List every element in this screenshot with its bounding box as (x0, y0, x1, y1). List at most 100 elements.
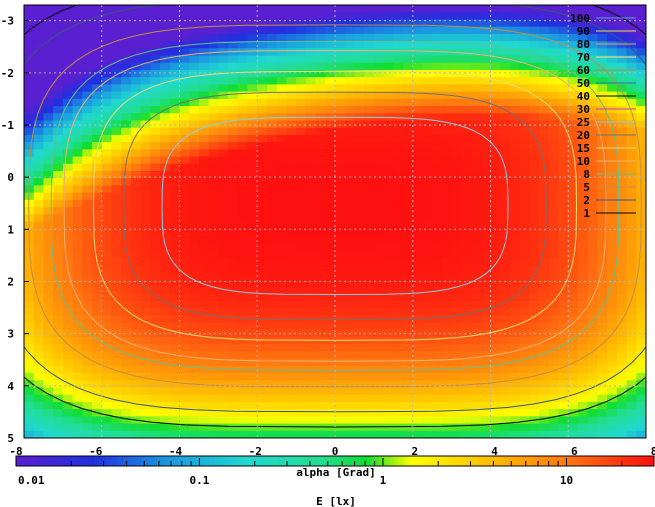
heat-cell (53, 84, 64, 93)
heat-cell (24, 293, 35, 302)
heat-cell (62, 48, 74, 57)
heat-cell (568, 48, 579, 57)
heat-cell (218, 33, 229, 42)
heat-cell (373, 12, 385, 21)
heat-cell (539, 84, 550, 93)
heat-cell (53, 156, 64, 165)
heat-cell (364, 336, 375, 345)
heat-cell (471, 48, 482, 57)
heat-cell (189, 250, 200, 259)
heat-cell (364, 228, 375, 237)
heat-cell (198, 243, 210, 251)
heat-cell (519, 77, 530, 85)
heat-cell (412, 84, 424, 93)
heat-cell (422, 91, 433, 100)
heat-cell (160, 156, 171, 165)
heat-cell (286, 214, 297, 223)
heat-cell (208, 272, 219, 280)
heat-cell (626, 199, 637, 208)
heat-cell (607, 416, 618, 425)
heat-cell (471, 279, 482, 288)
heat-cell (101, 192, 113, 201)
heat-cell (568, 308, 579, 316)
heat-cell (276, 214, 288, 223)
heat-cell (626, 55, 637, 64)
heat-cell (305, 380, 317, 389)
heat-cell (529, 41, 540, 49)
heat-cell (587, 149, 599, 158)
heat-cell (383, 120, 394, 129)
heat-cell (500, 358, 511, 367)
heat-cell (140, 221, 151, 230)
heat-cell (626, 264, 637, 273)
heat-cell (344, 19, 356, 28)
heat-cell (626, 170, 637, 179)
heat-cell (121, 250, 132, 259)
heat-cell (509, 365, 521, 374)
heat-cell (432, 394, 443, 403)
heat-cell (111, 300, 122, 309)
heat-cell (354, 199, 365, 208)
heat-cell (441, 149, 453, 158)
heat-cell (364, 5, 375, 13)
heat-cell (597, 127, 608, 136)
heat-cell (160, 84, 171, 93)
heat-cell (451, 293, 462, 302)
heat-cell (198, 250, 210, 259)
heat-cell (247, 279, 258, 288)
heat-cell (412, 156, 424, 165)
heat-cell (548, 394, 560, 403)
heat-cell (373, 336, 385, 345)
heat-cell (208, 322, 219, 331)
heat-cell (403, 329, 414, 338)
heat-cell (24, 308, 35, 316)
heat-cell (140, 178, 151, 187)
heat-cell (461, 394, 472, 403)
heat-cell (480, 120, 492, 129)
heat-cell (33, 286, 45, 295)
heat-cell (325, 365, 336, 374)
heat-cell (286, 55, 297, 64)
heat-cell (373, 228, 385, 237)
heat-cell (616, 293, 628, 302)
heat-cell (101, 69, 113, 78)
heat-cell (432, 336, 443, 345)
heat-cell (364, 19, 375, 28)
heat-cell (432, 62, 443, 71)
heat-cell (228, 293, 239, 302)
heat-cell (577, 106, 589, 114)
heat-cell (519, 134, 530, 143)
heat-cell (509, 373, 521, 381)
heat-cell (529, 430, 540, 438)
heat-cell (266, 127, 278, 136)
heat-cell (286, 149, 297, 158)
heat-cell (548, 207, 560, 215)
heat-cell (558, 170, 569, 179)
heat-cell (471, 300, 482, 309)
heat-cell (403, 401, 414, 410)
heat-cell (101, 134, 113, 143)
heat-cell (451, 322, 462, 331)
heat-cell (179, 416, 190, 425)
heat-cell (237, 401, 249, 410)
heat-cell (587, 127, 599, 136)
legend-label-5: 5 (583, 181, 590, 194)
heat-cell (471, 19, 482, 28)
heat-cell (451, 272, 462, 280)
heat-cell (266, 170, 278, 179)
heat-cell (72, 373, 83, 381)
heat-cell (237, 192, 249, 201)
heat-cell (296, 127, 307, 136)
heat-cell (354, 142, 365, 150)
heat-cell (529, 401, 540, 410)
heat-cell (607, 387, 618, 396)
heat-cell (529, 120, 540, 129)
heat-cell (354, 48, 365, 57)
heat-cell (43, 373, 54, 381)
heat-cell (587, 401, 599, 410)
heat-cell (296, 77, 307, 85)
heat-cell (461, 134, 472, 143)
heat-cell (305, 293, 317, 302)
heat-cell (228, 156, 239, 165)
